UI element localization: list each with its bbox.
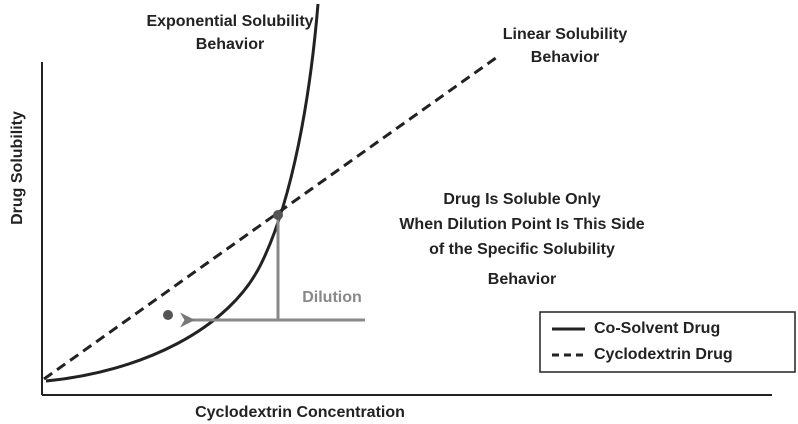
curve-label: Behavior xyxy=(531,49,599,66)
x-axis-label: Cyclodextrin Concentration xyxy=(195,404,405,421)
y-axis-label: Drug Solubility xyxy=(9,111,26,225)
linear-curve xyxy=(43,53,501,381)
dilution-point xyxy=(163,310,173,320)
note: Drug Is Soluble Only xyxy=(443,191,600,208)
note: When Dilution Point Is This Side xyxy=(399,216,644,233)
intersection-point xyxy=(273,210,283,220)
curve-label: Behavior xyxy=(196,36,264,53)
dilution-label: Dilution xyxy=(302,289,362,306)
note: Behavior xyxy=(488,271,556,288)
legend-label: Co-Solvent Drug xyxy=(594,320,720,337)
exponential-curve xyxy=(45,3,320,383)
legend-box xyxy=(539,311,796,373)
curve-label: Linear Solubility xyxy=(503,26,628,43)
note: of the Specific Solubility xyxy=(429,241,615,258)
legend-label: Cyclodextrin Drug xyxy=(594,346,733,363)
curve-label: Exponential Solubility xyxy=(146,13,313,30)
